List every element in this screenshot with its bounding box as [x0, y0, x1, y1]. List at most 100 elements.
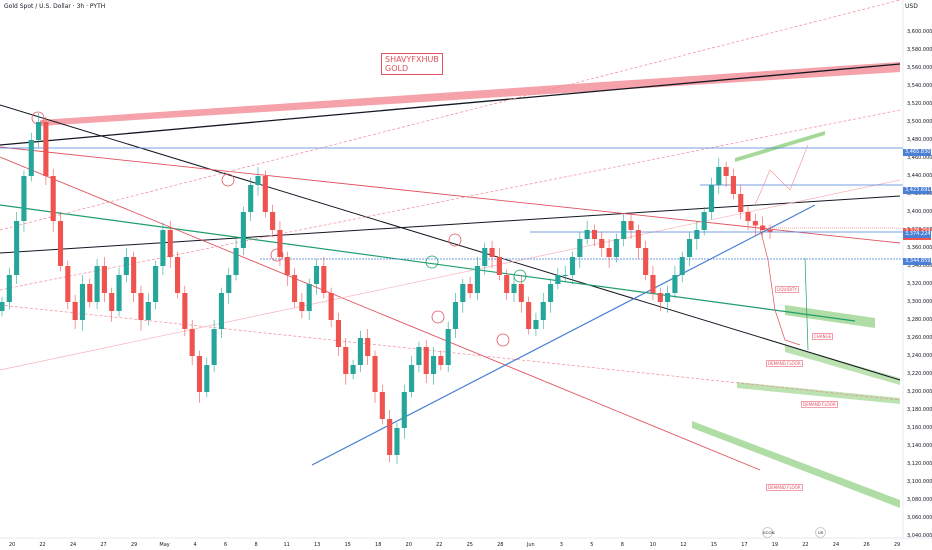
brand-line-2: GOLD — [385, 64, 409, 73]
candle-body — [416, 347, 422, 365]
candle-body — [335, 320, 342, 347]
candle-body — [292, 275, 298, 302]
y-tick-label: 3,120.000 — [907, 461, 932, 467]
candle-body — [445, 329, 451, 365]
candle-body — [321, 266, 327, 293]
candle-body — [394, 428, 400, 455]
candle-body — [745, 212, 751, 221]
demand-zone-3 — [737, 382, 900, 404]
candle-body — [730, 176, 736, 194]
x-tick-label: 10 — [649, 542, 657, 548]
candle-body — [569, 257, 576, 275]
projection-path — [759, 227, 801, 346]
y-tick-label: 3,420.000 — [907, 191, 932, 197]
x-tick-label: 18 — [375, 542, 382, 548]
candle-body — [277, 230, 283, 257]
x-tick-label: 22 — [436, 542, 443, 548]
x-tick-label: 15 — [710, 542, 718, 548]
x-tick-label: 29 — [130, 542, 138, 548]
candle-body — [160, 230, 166, 266]
x-tick-label: 4 — [193, 542, 197, 548]
candle-body — [284, 257, 290, 275]
trendline-red-faint — [0, 179, 901, 371]
x-tick-label: May — [159, 542, 170, 548]
y-tick-label: 3,500.000 — [907, 119, 932, 125]
candle-body — [760, 225, 766, 230]
candle-body — [248, 185, 254, 212]
candle-body — [716, 167, 722, 185]
demand-zone-4 — [692, 421, 900, 508]
candle-body — [701, 212, 707, 230]
candle-body — [518, 284, 524, 302]
y-tick-label: 3,220.000 — [907, 371, 932, 377]
candle-body — [635, 230, 641, 248]
candle-body — [79, 284, 86, 320]
candle-body — [65, 266, 71, 302]
x-tick-label: 12 — [680, 542, 687, 548]
demand-zone-2 — [785, 345, 900, 385]
candle-body — [548, 284, 554, 302]
candle-body — [174, 257, 181, 293]
x-tick-label: 27 — [100, 542, 107, 548]
candle-body — [72, 302, 78, 320]
trendline-green-mid — [0, 204, 856, 322]
y-tick-label: 3,060.000 — [907, 515, 932, 521]
y-tick-label: 3,340.000 — [907, 263, 932, 269]
candle-body — [540, 302, 546, 320]
candle-body — [752, 221, 758, 226]
candle-body — [555, 275, 561, 284]
candle-body — [226, 275, 232, 293]
candle-body — [101, 266, 107, 293]
y-tick-label: 3,100.000 — [907, 479, 932, 485]
candle-body — [270, 212, 276, 230]
trendline-blue — [311, 204, 816, 466]
candle-body — [145, 302, 151, 320]
demand-zones — [40, 62, 900, 508]
projection-path-up — [754, 144, 809, 206]
x-tick-label: 20 — [405, 542, 412, 548]
candle-body — [28, 140, 34, 176]
candle-body — [196, 356, 203, 392]
y-tick-label: 3,440.000 — [907, 173, 932, 179]
currency-label: USD — [905, 3, 918, 10]
candle-body — [628, 221, 634, 230]
trendline-red-top — [0, 146, 901, 244]
y-tick-label: 3,300.000 — [907, 299, 932, 305]
candle-body — [153, 266, 159, 302]
trendline-black-diag — [0, 104, 901, 381]
event-flag-econ[interactable]: ECON — [762, 527, 775, 538]
candle-body — [14, 221, 20, 275]
x-tick-label: 22 — [39, 542, 46, 548]
candle-body — [694, 230, 700, 239]
candle-body — [116, 275, 122, 311]
candle-body — [723, 167, 729, 176]
x-tick-label: 24 — [832, 542, 840, 548]
candle-body — [262, 176, 268, 212]
event-flag-us[interactable]: US — [815, 527, 826, 538]
candle-body — [306, 284, 312, 311]
x-tick-label: 22 — [802, 542, 809, 548]
x-tick-label: 5 — [590, 542, 594, 548]
y-tick-label: 3,560.000 — [907, 65, 932, 71]
x-tick-label: 25 — [466, 542, 473, 548]
candle-body — [577, 239, 583, 257]
candle-body — [489, 248, 495, 257]
annotation-label: DEMAND FLOOR — [801, 400, 838, 408]
price-tag: 3,423.691 — [903, 186, 931, 194]
candle-body — [313, 266, 320, 284]
candle-body — [452, 302, 459, 329]
annotation-label: DEMAND FLOOR — [766, 360, 803, 368]
price-tag: 3,378.259 — [903, 227, 931, 235]
candle-body — [621, 221, 627, 239]
candle-body — [350, 365, 356, 374]
candle-body — [401, 392, 407, 428]
candle-body — [50, 176, 56, 221]
candle-body — [123, 257, 129, 275]
price-axis — [903, 0, 932, 550]
candle-body — [233, 248, 239, 275]
x-tick-label: 15 — [344, 542, 351, 548]
brand-line-1: SHAVYFXHUB — [385, 55, 439, 64]
symbol-title: Gold Spot / U.S. Dollar · 3h · PYTH — [4, 3, 106, 10]
x-tick-label: 24 — [69, 542, 77, 548]
